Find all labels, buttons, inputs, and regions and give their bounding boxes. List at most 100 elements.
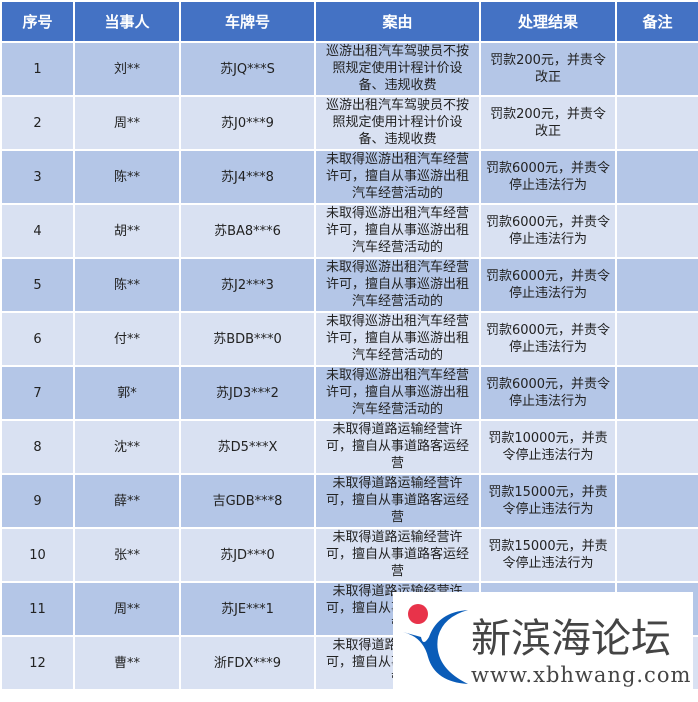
cell-no: 8: [0, 419, 75, 475]
cell-no: 9: [0, 473, 75, 529]
logo-dot: [408, 604, 428, 624]
header-result: 处理结果: [479, 0, 617, 43]
party-text: 刘**: [113, 61, 140, 77]
reason-text: 未取得道路运输经营许可，擅自从事道路客运经营: [325, 530, 469, 579]
cell-reason: 未取得巡游出租汽车经营许可，擅自从事巡游出租汽车经营活动的: [314, 365, 481, 421]
cell-no: 3: [0, 149, 75, 205]
cell-no: 1: [0, 41, 75, 97]
cell-party: 沈**: [73, 419, 181, 475]
plate-text: 苏JQ***S: [220, 61, 275, 77]
header-no: 序号: [0, 0, 75, 43]
cell-no: 12: [0, 635, 75, 691]
reason-text: 未取得巡游出租汽车经营许可，擅自从事巡游出租汽车经营活动的: [325, 314, 469, 363]
party-text: 陈**: [113, 277, 140, 293]
cell-note: [615, 257, 698, 313]
cell-note: [615, 149, 698, 205]
cell-result: 罚款200元，并责令改正: [479, 95, 617, 151]
result-text: 罚款15000元，并责令停止违法行为: [488, 485, 608, 517]
no-text: 5: [33, 277, 42, 293]
cell-reason: 未取得道路运输经营许可，擅自从事道路客运经营: [314, 419, 481, 475]
cell-note: [615, 419, 698, 475]
result-text: 罚款6000元，并责令停止违法行为: [485, 161, 611, 193]
result-text: 罚款200元，并责令改正: [490, 107, 606, 139]
cell-reason: 未取得巡游出租汽车经营许可，擅自从事巡游出租汽车经营活动的: [314, 203, 481, 259]
cell-note: [615, 365, 698, 421]
cell-reason: 未取得巡游出租汽车经营许可，擅自从事巡游出租汽车经营活动的: [314, 149, 481, 205]
cell-note: [615, 41, 698, 97]
logo-arc: [403, 610, 468, 684]
cell-result: 罚款6000元，并责令停止违法行为: [479, 257, 617, 313]
header-plate: 车牌号: [179, 0, 316, 43]
no-text: 3: [33, 169, 42, 185]
reason-text: 未取得道路运输经营许可，擅自从事道路客运经营: [325, 422, 469, 471]
no-text: 11: [29, 601, 46, 617]
plate-text: 苏J0***9: [221, 115, 274, 131]
result-text: 罚款200元，并责令改正: [490, 53, 606, 85]
plate-text: 苏JD***0: [220, 547, 275, 563]
party-text: 薛**: [113, 493, 140, 509]
cell-party: 曹**: [73, 635, 181, 691]
plate-text: 苏JD3***2: [216, 385, 279, 401]
result-text: 罚款6000元，并责令停止违法行为: [485, 269, 611, 301]
cell-plate: 苏D5***X: [179, 419, 316, 475]
header-row: 序号 当事人 车牌号 案由 处理结果 备注: [0, 0, 698, 43]
cell-party: 陈**: [73, 257, 181, 313]
cell-no: 4: [0, 203, 75, 259]
party-text: 付**: [113, 331, 140, 347]
result-text: 罚款15000元，并责令停止违法行为: [488, 539, 608, 571]
cell-note: [615, 95, 698, 151]
plate-text: 浙FDX***9: [213, 655, 282, 671]
party-text: 沈**: [113, 439, 140, 455]
watermark-logo: 新滨海论坛 www.xbhwang.com: [393, 592, 693, 698]
result-text: 罚款6000元，并责令停止违法行为: [485, 377, 611, 409]
no-text: 8: [33, 439, 42, 455]
cell-party: 周**: [73, 95, 181, 151]
table-row: 1 刘** 苏JQ***S 巡游出租汽车驾驶员不按照规定使用计程计价设备、违规收费 罚款…: [0, 41, 698, 97]
header-note: 备注: [615, 0, 698, 43]
cell-result: 罚款15000元，并责令停止违法行为: [479, 527, 617, 583]
no-text: 4: [33, 223, 42, 239]
header-reason: 案由: [314, 0, 481, 43]
plate-text: 苏D5***X: [217, 439, 278, 455]
cell-party: 付**: [73, 311, 181, 367]
cell-result: 罚款15000元，并责令停止违法行为: [479, 473, 617, 529]
cell-no: 6: [0, 311, 75, 367]
cell-note: [615, 527, 698, 583]
cell-reason: 巡游出租汽车驾驶员不按照规定使用计程计价设备、违规收费: [314, 41, 481, 97]
cell-party: 郭*: [73, 365, 181, 421]
table-row: 10 张** 苏JD***0 未取得道路运输经营许可，擅自从事道路客运经营 罚款1500…: [0, 527, 698, 583]
no-text: 1: [33, 61, 42, 77]
cell-result: 罚款6000元，并责令停止违法行为: [479, 149, 617, 205]
table-row: 6 付** 苏BDB***0 未取得巡游出租汽车经营许可，擅自从事巡游出租汽车经营活动…: [0, 311, 698, 367]
table-row: 8 沈** 苏D5***X 未取得道路运输经营许可，擅自从事道路客运经营 罚款10000…: [0, 419, 698, 475]
cell-party: 胡**: [73, 203, 181, 259]
table-row: 7 郭* 苏JD3***2 未取得巡游出租汽车经营许可，擅自从事巡游出租汽车经营活动的…: [0, 365, 698, 421]
logo-url: www.xbhwang.com: [471, 663, 691, 687]
cell-result: 罚款6000元，并责令停止违法行为: [479, 311, 617, 367]
cell-result: 罚款200元，并责令改正: [479, 41, 617, 97]
cell-party: 陈**: [73, 149, 181, 205]
cell-plate: 苏JQ***S: [179, 41, 316, 97]
plate-text: 吉GDB***8: [212, 493, 283, 509]
reason-text: 未取得巡游出租汽车经营许可，擅自从事巡游出租汽车经营活动的: [325, 260, 469, 309]
no-text: 7: [33, 385, 42, 401]
no-text: 10: [29, 547, 46, 563]
reason-text: 巡游出租汽车驾驶员不按照规定使用计程计价设备、违规收费: [325, 44, 469, 93]
cell-plate: 苏JD3***2: [179, 365, 316, 421]
cell-plate: 苏BDB***0: [179, 311, 316, 367]
plate-text: 苏J4***8: [221, 169, 274, 185]
no-text: 6: [33, 331, 42, 347]
cell-note: [615, 311, 698, 367]
plate-text: 苏BA8***6: [214, 223, 281, 239]
cell-result: 罚款6000元，并责令停止违法行为: [479, 203, 617, 259]
cell-reason: 未取得道路运输经营许可，擅自从事道路客运经营: [314, 473, 481, 529]
reason-text: 未取得巡游出租汽车经营许可，擅自从事巡游出租汽车经营活动的: [325, 206, 469, 255]
cell-no: 11: [0, 581, 75, 637]
reason-text: 巡游出租汽车驾驶员不按照规定使用计程计价设备、违规收费: [325, 98, 469, 147]
table-row: 4 胡** 苏BA8***6 未取得巡游出租汽车经营许可，擅自从事巡游出租汽车经营活动…: [0, 203, 698, 259]
cell-reason: 未取得巡游出租汽车经营许可，擅自从事巡游出租汽车经营活动的: [314, 257, 481, 313]
no-text: 12: [29, 655, 46, 671]
result-text: 罚款10000元，并责令停止违法行为: [488, 431, 608, 463]
cell-plate: 浙FDX***9: [179, 635, 316, 691]
